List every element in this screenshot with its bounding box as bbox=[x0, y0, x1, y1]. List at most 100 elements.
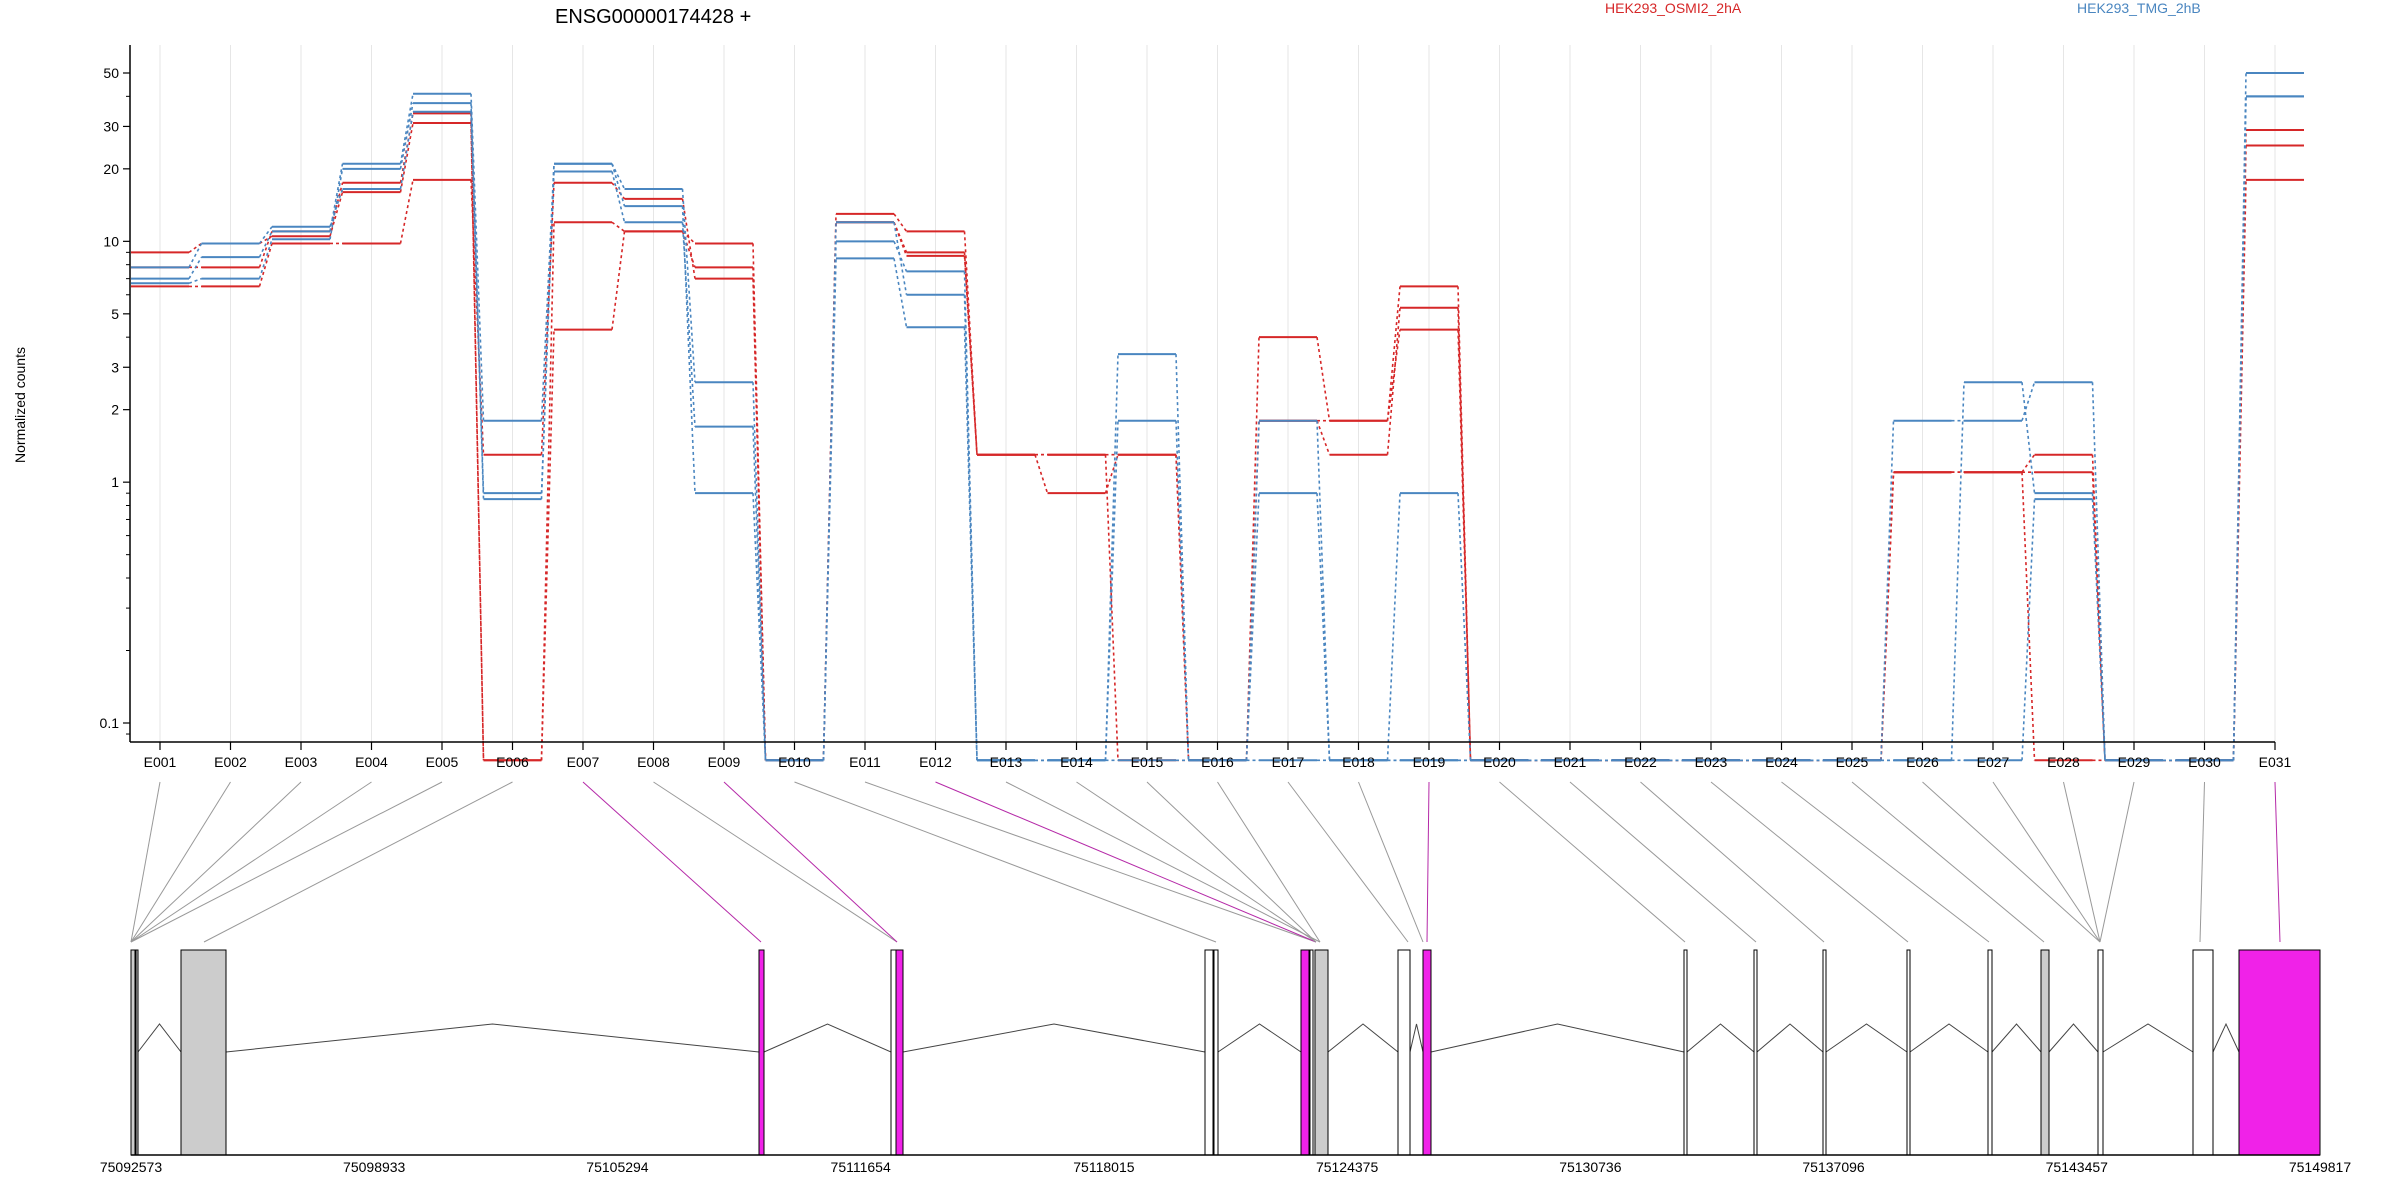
exon-connector-e008 bbox=[653, 781, 898, 943]
exon-connector-e005 bbox=[130, 781, 443, 943]
series-connector bbox=[470, 103, 485, 494]
x-tick-label-e006: E006 bbox=[496, 754, 529, 770]
series-connector bbox=[1950, 382, 1965, 761]
series-connector bbox=[893, 222, 908, 295]
x-tick-label-e008: E008 bbox=[637, 754, 670, 770]
x-tick-label-e024: E024 bbox=[1765, 754, 1798, 770]
x-tick-label-e005: E005 bbox=[426, 754, 459, 770]
series-connector bbox=[1386, 493, 1401, 761]
exon-connector-e010 bbox=[794, 781, 1217, 943]
x-tick-label-e002: E002 bbox=[214, 754, 247, 770]
exon-connector-e006 bbox=[203, 781, 513, 943]
series-connector bbox=[2232, 96, 2247, 761]
x-tick-label-e027: E027 bbox=[1977, 754, 2010, 770]
series-connector bbox=[752, 493, 767, 761]
x-tick-label-e031: E031 bbox=[2259, 754, 2292, 770]
series-connector bbox=[1880, 420, 1895, 761]
exon-connector-e028 bbox=[2063, 781, 2101, 943]
exon-connector-e023 bbox=[1710, 781, 1909, 943]
y-tick-label: 3 bbox=[111, 359, 119, 375]
exon-box bbox=[1906, 949, 1911, 1156]
series-connector bbox=[611, 231, 626, 330]
exon-box bbox=[1422, 949, 1432, 1156]
coordinate-label: 75124375 bbox=[1316, 1159, 1379, 1175]
series-connector bbox=[470, 122, 485, 761]
series-connector bbox=[2021, 381, 2036, 421]
coordinate-label: 75092573 bbox=[100, 1159, 163, 1175]
intron-line bbox=[1409, 1023, 1424, 1053]
series-connector bbox=[963, 327, 978, 761]
x-tick-label-e001: E001 bbox=[144, 754, 177, 770]
exon-box bbox=[2238, 949, 2321, 1156]
exon-connector-e004 bbox=[130, 781, 372, 943]
series-connector bbox=[2091, 499, 2106, 761]
exon-connector-e007 bbox=[582, 781, 762, 943]
exon-box bbox=[180, 949, 227, 1156]
x-tick-label-e007: E007 bbox=[567, 754, 600, 770]
exon-box bbox=[130, 949, 136, 1156]
x-tick-label-e019: E019 bbox=[1413, 754, 1446, 770]
exon-connector-e019 bbox=[1426, 781, 1430, 943]
series-connector bbox=[258, 243, 273, 287]
x-tick-label-e011: E011 bbox=[849, 754, 881, 770]
exon-connector-e029 bbox=[2099, 781, 2135, 943]
x-tick-label-e013: E013 bbox=[990, 754, 1023, 770]
x-tick-label-e020: E020 bbox=[1483, 754, 1516, 770]
series-connector bbox=[258, 231, 273, 258]
series-connector bbox=[681, 222, 696, 427]
x-tick-label-e003: E003 bbox=[285, 754, 318, 770]
series-connector bbox=[329, 188, 344, 227]
series-connector bbox=[1245, 493, 1260, 761]
series-6 bbox=[131, 95, 2304, 762]
intron-line bbox=[1217, 1023, 1302, 1053]
legend-label-tmg: HEK293_TMG_2hB bbox=[2077, 0, 2201, 16]
series-connector bbox=[681, 188, 696, 383]
series-connector bbox=[963, 231, 978, 455]
exon-box bbox=[1300, 949, 1310, 1156]
x-tick-label-e028: E028 bbox=[2047, 754, 2080, 770]
intron-line bbox=[763, 1023, 892, 1053]
exon-connector-e015 bbox=[1146, 781, 1317, 943]
x-tick-label-e012: E012 bbox=[919, 754, 952, 770]
exon-connector-e021 bbox=[1569, 781, 1757, 943]
y-tick-label: 20 bbox=[103, 161, 119, 177]
y-tick-label: 50 bbox=[103, 65, 119, 81]
x-tick-label-e015: E015 bbox=[1131, 754, 1164, 770]
intron-line bbox=[902, 1023, 1206, 1053]
series-connector bbox=[1316, 420, 1331, 456]
x-tick-label-e004: E004 bbox=[355, 754, 388, 770]
exon-connector-e013 bbox=[1005, 781, 1321, 943]
series-connector bbox=[1386, 307, 1401, 455]
coordinate-label: 75105294 bbox=[586, 1159, 649, 1175]
series-lines bbox=[131, 72, 2304, 762]
series-connector bbox=[188, 277, 202, 284]
x-tick-label-e022: E022 bbox=[1624, 754, 1657, 770]
series-connector bbox=[611, 221, 625, 233]
y-tick-label: 2 bbox=[111, 402, 119, 418]
x-tick-label-e021: E021 bbox=[1554, 754, 1587, 770]
series-connector bbox=[1386, 286, 1401, 421]
exon-connector-e014 bbox=[1076, 781, 1317, 943]
x-tick-label-e025: E025 bbox=[1836, 754, 1869, 770]
series-connector bbox=[1457, 286, 1472, 761]
x-tick-label-e017: E017 bbox=[1272, 754, 1305, 770]
exon-connector-e024 bbox=[1781, 781, 1990, 943]
exon-connector-e011 bbox=[864, 781, 1317, 943]
exon-connector-e022 bbox=[1640, 781, 1825, 943]
exon-connector-e030 bbox=[2199, 781, 2205, 943]
y-tick-label: 1 bbox=[111, 474, 119, 490]
exon-box bbox=[2040, 949, 2050, 1156]
exon-connector-e003 bbox=[130, 781, 302, 943]
exon-box bbox=[2192, 949, 2214, 1156]
x-tick-label-e010: E010 bbox=[778, 754, 811, 770]
exon-connector-e025 bbox=[1851, 781, 2045, 943]
exon-box bbox=[2097, 949, 2104, 1156]
series-connector bbox=[188, 243, 203, 268]
exon-connector-e009 bbox=[723, 781, 898, 943]
intron-line bbox=[1430, 1023, 1685, 1053]
series-connector bbox=[1316, 337, 1331, 421]
series-connector bbox=[822, 258, 837, 761]
y-tick-label: 10 bbox=[103, 233, 119, 249]
series-connector bbox=[258, 239, 273, 279]
